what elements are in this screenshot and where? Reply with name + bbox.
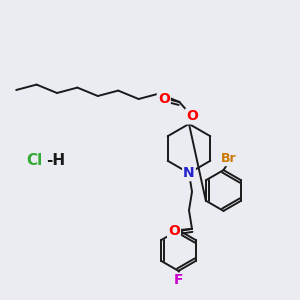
Text: O: O xyxy=(158,92,170,106)
Text: Br: Br xyxy=(221,152,237,165)
Text: O: O xyxy=(186,110,198,123)
Text: -H: -H xyxy=(46,153,65,168)
Text: O: O xyxy=(168,224,180,238)
Text: F: F xyxy=(174,274,183,287)
Text: N: N xyxy=(183,166,195,180)
Text: Cl: Cl xyxy=(26,153,43,168)
